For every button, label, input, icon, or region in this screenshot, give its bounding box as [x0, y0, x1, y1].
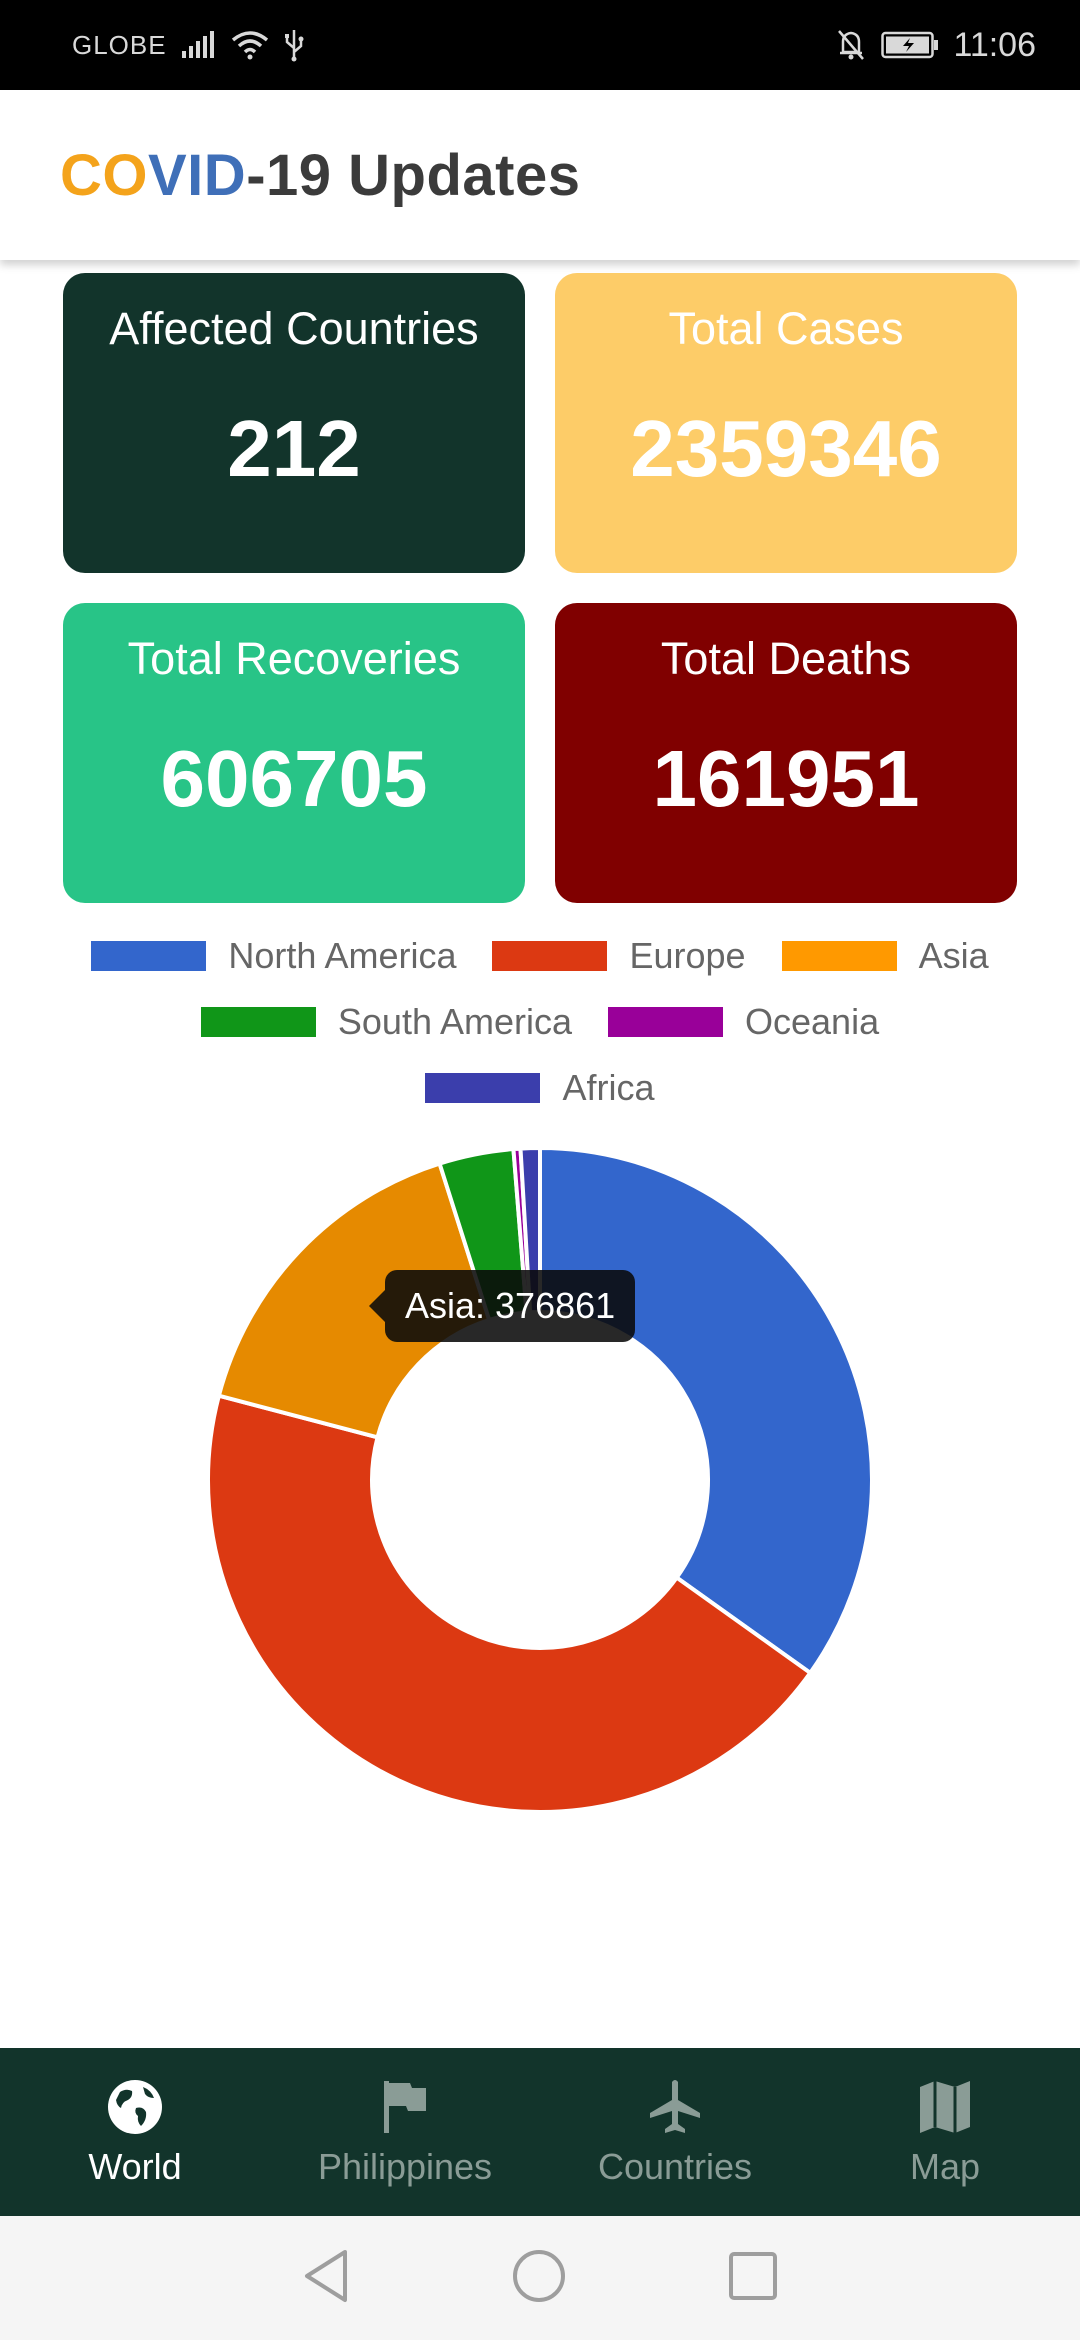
legend-label: Africa — [562, 1067, 655, 1108]
legend-label: Oceania — [745, 1001, 880, 1042]
app-header: COVID-19 Updates — [0, 90, 1080, 260]
title-part-rest: -19 Updates — [246, 142, 581, 208]
legend-row: North America Europe Asia — [0, 935, 1080, 977]
card-value: 212 — [227, 404, 361, 493]
carrier-name: GLOBE — [72, 29, 167, 60]
legend-swatch — [91, 941, 207, 971]
legend-item-north-america[interactable]: North America — [91, 935, 456, 977]
legend-label: South America — [337, 1001, 573, 1042]
notifications-off-icon — [835, 28, 867, 62]
legend-swatch — [492, 941, 608, 971]
legend-swatch — [200, 1007, 316, 1037]
nav-countries[interactable]: Countries — [540, 2048, 810, 2216]
nav-label: Map — [909, 2146, 981, 2187]
chart-slice-asia[interactable] — [216, 1161, 492, 1440]
total-cases-card: Total Cases 2359346 — [555, 273, 1017, 573]
wifi-icon — [231, 30, 269, 60]
card-label: Total Cases — [668, 303, 904, 354]
home-icon[interactable] — [511, 2248, 567, 2309]
legend-item-africa[interactable]: Africa — [425, 1067, 655, 1109]
nav-label: Countries — [597, 2146, 753, 2187]
legend-item-south-america[interactable]: South America — [200, 1001, 573, 1043]
chart-slice-europe[interactable] — [206, 1393, 814, 1814]
total-deaths-card: Total Deaths 161951 — [555, 603, 1017, 903]
nav-philippines[interactable]: Philippines — [270, 2048, 540, 2216]
legend-label: Asia — [918, 935, 989, 976]
legend-label: Europe — [629, 935, 746, 976]
bottom-navigation: World Philippines Countries Map — [0, 2048, 1080, 2216]
legend-item-europe[interactable]: Europe — [492, 935, 746, 977]
nav-label: World — [88, 2146, 182, 2187]
legend-label: North America — [228, 935, 457, 976]
legend-swatch — [781, 941, 897, 971]
legend-swatch — [425, 1073, 541, 1103]
card-label: Total Recoveries — [127, 633, 461, 684]
affected-countries-card: Affected Countries 212 — [63, 273, 525, 573]
total-recoveries-card: Total Recoveries 606705 — [63, 603, 525, 903]
battery-icon — [881, 30, 939, 60]
continent-doughnut-chart[interactable] — [0, 1100, 1080, 1840]
nav-map[interactable]: Map — [810, 2048, 1080, 2216]
usb-icon — [283, 28, 305, 62]
clock: 11:06 — [953, 25, 1036, 64]
status-bar: GLOBE 11:06 — [0, 0, 1080, 90]
back-icon[interactable] — [301, 2248, 351, 2309]
chart-slice-north-america[interactable] — [538, 1145, 874, 1676]
legend-item-asia[interactable]: Asia — [781, 935, 989, 977]
nav-world[interactable]: World — [0, 2048, 270, 2216]
title-part-co: CO — [60, 142, 148, 208]
flag-icon — [380, 2076, 430, 2138]
title-part-vid: VID — [148, 142, 247, 208]
tooltip-text: Asia: 376861 — [405, 1285, 616, 1326]
card-label: Total Deaths — [660, 633, 912, 684]
signal-icon — [181, 31, 217, 59]
legend-row: South America Oceania — [0, 1001, 1080, 1043]
globe-icon — [106, 2076, 164, 2138]
airplane-icon — [646, 2076, 704, 2138]
map-icon — [918, 2076, 972, 2138]
system-navigation-bar — [0, 2216, 1080, 2340]
recents-icon[interactable] — [727, 2250, 779, 2307]
nav-label: Philippines — [317, 2146, 493, 2187]
chart-tooltip: Asia: 376861 — [368, 1270, 636, 1342]
card-label: Affected Countries — [109, 303, 479, 354]
legend-row: Africa — [0, 1067, 1080, 1109]
app-title: COVID-19 Updates — [60, 142, 580, 209]
card-value: 161951 — [652, 734, 920, 823]
legend-swatch — [608, 1007, 724, 1037]
card-value: 606705 — [160, 734, 428, 823]
legend-item-oceania[interactable]: Oceania — [608, 1001, 879, 1043]
card-value: 2359346 — [630, 404, 942, 493]
